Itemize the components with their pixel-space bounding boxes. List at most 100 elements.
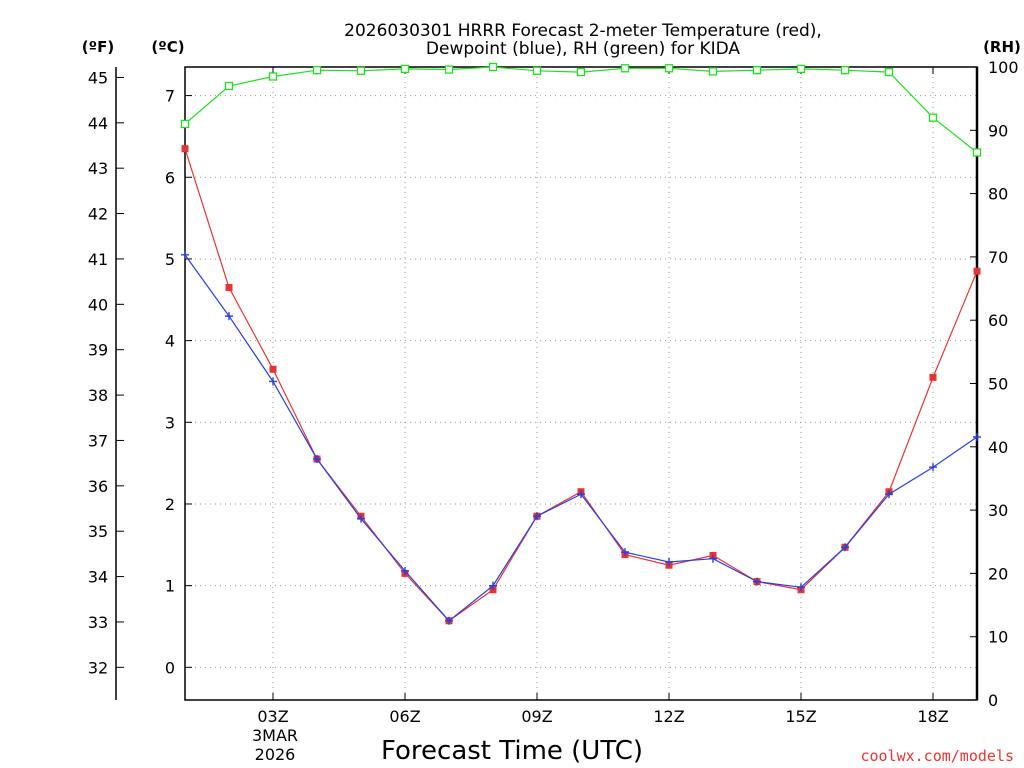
x-tick-label-12Z: 12Z xyxy=(653,707,684,726)
gridlines xyxy=(185,67,977,700)
x-tick-label-03Z: 03Z xyxy=(257,707,288,726)
rh-tick-label-40: 40 xyxy=(988,438,1008,457)
c-tick-label-2: 2 xyxy=(165,495,175,514)
rh-tick-label-70: 70 xyxy=(988,248,1008,267)
rh-point-8 xyxy=(488,62,498,72)
c-tick-label-0: 0 xyxy=(165,658,175,677)
f-tick-label-32: 32 xyxy=(88,658,108,677)
rh-tick-label-50: 50 xyxy=(988,375,1008,394)
temperature-line xyxy=(184,148,978,622)
dewpoint-point-1 xyxy=(181,250,189,259)
dewpoint-point-15 xyxy=(797,583,805,592)
temperature-point-8 xyxy=(489,586,497,594)
series-rh xyxy=(180,62,982,157)
dewpoint-point-10 xyxy=(577,490,585,499)
dewpoint-point-7 xyxy=(445,616,453,625)
rh-point-13 xyxy=(708,67,718,76)
dewpoint-point-19 xyxy=(973,432,981,441)
axes: 03Z 06Z 09Z 12Z 15Z 18Z0123456732333435363738… xyxy=(88,58,1019,726)
temperature-point-18 xyxy=(929,373,937,381)
rh-tick-label-20: 20 xyxy=(988,564,1008,583)
f-tick-label-42: 42 xyxy=(88,205,108,224)
x-date-year: 2026 xyxy=(255,745,296,764)
rh-point-4 xyxy=(312,66,322,75)
credit-text: coolwx.com/models xyxy=(860,747,1014,765)
f-tick-label-38: 38 xyxy=(88,386,108,405)
dewpoint-point-3 xyxy=(269,377,277,386)
rh-point-9 xyxy=(532,66,542,75)
dewpoint-point-13 xyxy=(709,554,717,563)
c-tick-label-3: 3 xyxy=(165,413,175,432)
rh-tick-label-30: 30 xyxy=(988,501,1008,520)
f-tick-label-37: 37 xyxy=(88,431,108,450)
temperature-point-3 xyxy=(269,365,277,373)
temperature-point-1 xyxy=(181,145,189,153)
rh-point-11 xyxy=(620,64,630,73)
dewpoint-point-4 xyxy=(313,455,321,464)
x-date-day: 3MAR xyxy=(252,726,298,745)
rh-tick-label-100: 100 xyxy=(988,58,1019,77)
rh-point-15 xyxy=(796,64,806,74)
x-tick-label-15Z: 15Z xyxy=(785,707,816,726)
plot-frame xyxy=(184,66,978,701)
f-tick-label-44: 44 xyxy=(88,114,108,133)
dewpoint-point-12 xyxy=(665,557,673,566)
x-axis-label: Forecast Time (UTC) xyxy=(381,736,643,766)
dewpoint-point-9 xyxy=(533,512,541,521)
dewpoint-line xyxy=(184,254,978,622)
rh-point-7 xyxy=(444,65,454,74)
rh-point-18 xyxy=(928,113,938,122)
rh-point-6 xyxy=(400,64,410,74)
f-tick-label-33: 33 xyxy=(88,613,108,632)
dewpoint-point-2 xyxy=(225,312,233,321)
c-tick-label-7: 7 xyxy=(165,87,175,106)
dewpoint-point-11 xyxy=(621,548,629,557)
temperature-point-19 xyxy=(973,267,981,275)
rh-point-10 xyxy=(576,67,586,77)
rh-point-5 xyxy=(356,66,366,75)
rh-point-2 xyxy=(224,81,234,91)
dewpoint-point-6 xyxy=(401,566,409,575)
series-layer xyxy=(180,62,982,625)
rh-tick-label-90: 90 xyxy=(988,121,1008,140)
rh-point-17 xyxy=(884,67,894,77)
chart-title-line-2: Dewpoint (blue), RH (green) for KIDA xyxy=(426,39,741,59)
c-tick-label-5: 5 xyxy=(165,250,175,269)
series-dewpoint xyxy=(181,250,981,625)
f-tick-label-43: 43 xyxy=(88,159,108,178)
rh-point-3 xyxy=(268,72,278,81)
dewpoint-point-5 xyxy=(357,514,365,523)
f-tick-label-35: 35 xyxy=(88,522,108,541)
f-tick-label-45: 45 xyxy=(88,68,108,87)
rh-point-16 xyxy=(840,66,850,75)
rh-point-19 xyxy=(972,148,982,157)
y-axis-label-rh: (RH) xyxy=(983,38,1021,56)
x-tick-label-09Z: 09Z xyxy=(521,707,552,726)
rh-tick-label-0: 0 xyxy=(988,691,998,710)
f-tick-label-34: 34 xyxy=(88,568,108,587)
rh-tick-label-60: 60 xyxy=(988,311,1008,330)
c-tick-label-1: 1 xyxy=(165,577,175,596)
rh-line xyxy=(184,66,978,153)
x-tick-label-06Z: 06Z xyxy=(389,707,420,726)
x-tick-label-18Z: 18Z xyxy=(917,707,948,726)
c-tick-label-4: 4 xyxy=(165,332,175,351)
chart-title-line-1: 2026030301 HRRR Forecast 2-meter Tempera… xyxy=(344,21,822,41)
rh-point-1 xyxy=(180,119,190,129)
rh-tick-label-80: 80 xyxy=(988,185,1008,204)
rh-tick-label-10: 10 xyxy=(988,628,1008,647)
dewpoint-point-14 xyxy=(753,577,761,586)
rh-point-12 xyxy=(664,64,674,73)
rh-point-14 xyxy=(752,66,762,75)
dewpoint-point-16 xyxy=(841,543,849,552)
f-tick-label-39: 39 xyxy=(88,341,108,360)
f-tick-label-41: 41 xyxy=(88,250,108,269)
series-temperature xyxy=(181,145,981,625)
dewpoint-point-17 xyxy=(885,490,893,499)
f-tick-label-36: 36 xyxy=(88,477,108,496)
y-axis-label-fahrenheit: (ºF) xyxy=(82,38,114,56)
c-tick-label-6: 6 xyxy=(165,168,175,187)
y-axis-label-celsius: (ºC) xyxy=(151,38,184,56)
dewpoint-point-8 xyxy=(489,581,497,590)
